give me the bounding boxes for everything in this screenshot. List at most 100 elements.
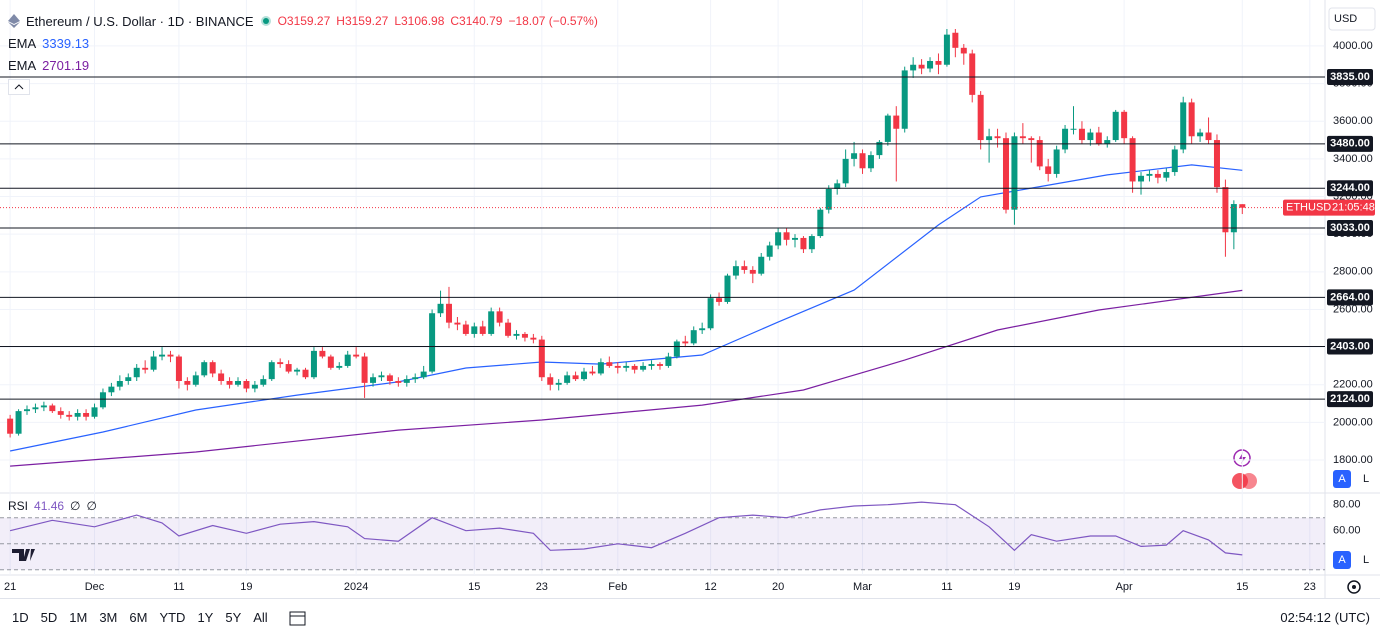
y-tick-label: 2200.00: [1333, 379, 1373, 391]
candle-body: [310, 350, 317, 378]
candle-body: [960, 47, 967, 54]
currency-box[interactable]: [1328, 7, 1376, 31]
candle-body: [1112, 111, 1119, 141]
candle-body: [167, 354, 174, 357]
ema-value: 3339.13: [42, 35, 90, 51]
rsi-pane: 80.00 60.00: [0, 499, 1361, 571]
candle-body: [496, 311, 503, 323]
candle-body: [1121, 111, 1128, 139]
logo: [12, 549, 35, 561]
candle-body: [353, 354, 360, 357]
candle-body: [986, 136, 993, 141]
level-label-bg: [1327, 68, 1373, 85]
ema-name[interactable]: EMA: [8, 35, 37, 51]
candle-body: [150, 356, 157, 370]
x-tick-label: Dec: [85, 581, 105, 593]
candle-body: [1095, 132, 1102, 144]
candle-body: [1230, 204, 1237, 233]
x-tick-label: 19: [240, 581, 252, 593]
candle-body: [1045, 166, 1052, 174]
low: L3106.98: [394, 14, 445, 28]
high: H3159.27: [336, 14, 389, 28]
last-price-countdown: 21:05:48: [1332, 202, 1375, 214]
range-button[interactable]: 1D: [12, 610, 29, 625]
ema-name[interactable]: EMA: [8, 57, 37, 73]
scale-button[interactable]: L: [1363, 554, 1369, 566]
x-tick-label: 19: [1008, 581, 1020, 593]
collapse-button[interactable]: [8, 76, 598, 98]
y-tick-label: 80.00: [1333, 499, 1361, 511]
level-label: 3480.00: [1330, 138, 1370, 150]
candle-body: [749, 269, 756, 274]
scale-button-bg[interactable]: [1333, 470, 1351, 488]
candle-body: [437, 303, 444, 314]
level-label-bg: [1327, 180, 1373, 197]
candle-body: [488, 311, 495, 334]
candle-body: [665, 356, 672, 366]
candle-body: [49, 405, 56, 412]
date-range-icon[interactable]: [288, 609, 308, 627]
candle-body: [209, 362, 216, 374]
candle-body: [361, 356, 368, 383]
scale-button-bg[interactable]: [1357, 470, 1375, 488]
range-button[interactable]: 3M: [99, 610, 118, 625]
range-button[interactable]: 6M: [129, 610, 148, 625]
scale-button[interactable]: A: [1338, 473, 1346, 485]
candle-body: [66, 414, 73, 417]
candle-body: [378, 375, 385, 378]
candle-body: [344, 354, 351, 366]
candle-body: [884, 115, 891, 142]
candle-body: [589, 371, 596, 374]
rsi-name[interactable]: RSI: [8, 499, 29, 513]
currency[interactable]: USD: [1334, 13, 1357, 25]
candle-body: [1019, 136, 1026, 139]
scale-button-bg[interactable]: [1333, 551, 1351, 569]
candle-body: [285, 364, 292, 372]
rsi-legend: RSI 41.46 ∅ ∅: [8, 499, 97, 513]
y-tick-label: 2800.00: [1333, 266, 1373, 278]
range-button[interactable]: 5Y: [225, 610, 242, 625]
settings-icon[interactable]: [1347, 580, 1361, 594]
candle-body: [7, 418, 14, 434]
candle-body: [234, 380, 241, 385]
range-button[interactable]: All: [253, 610, 268, 625]
range-button[interactable]: YTD: [159, 610, 186, 625]
level-label-bg: [1327, 219, 1373, 236]
range-button[interactable]: 1Y: [197, 610, 214, 625]
scale-button-bg[interactable]: [1357, 551, 1375, 569]
candle-body: [277, 362, 284, 365]
x-tick-label: Apr: [1116, 581, 1133, 593]
candle-body: [386, 375, 393, 381]
level-label-bg: [1327, 391, 1373, 408]
close: C3140.79: [450, 14, 503, 28]
scale-button[interactable]: L: [1363, 473, 1369, 485]
range-button[interactable]: 1M: [69, 610, 88, 625]
candle-body: [597, 362, 604, 374]
event-icon[interactable]: [1232, 473, 1257, 489]
candle-body: [319, 350, 326, 357]
symbol-title[interactable]: Ethereum / U.S. Dollar · 1D · BINANCE: [26, 13, 254, 29]
collapse-icon[interactable]: [8, 79, 30, 95]
candle-body: [1028, 138, 1035, 141]
candle-body: [1053, 149, 1060, 174]
candle-body: [775, 232, 782, 246]
candle-body: [538, 339, 545, 378]
candle-body: [513, 333, 520, 336]
last-price-bg: [1283, 199, 1375, 216]
range-button[interactable]: 5D: [40, 610, 58, 625]
candle-body: [910, 64, 917, 71]
candle-body: [454, 322, 461, 325]
scale-button[interactable]: A: [1338, 554, 1346, 566]
candle-body: [732, 266, 739, 276]
candle-body: [893, 115, 900, 129]
candle-body: [521, 333, 528, 338]
candle-body: [817, 209, 824, 237]
ema-row: EMA 2701.19: [8, 54, 598, 76]
candle-body: [294, 369, 301, 372]
candle-body: [268, 362, 275, 380]
level-label: 3244.00: [1330, 182, 1370, 194]
clock[interactable]: 02:54:12 (UTC): [1280, 610, 1370, 625]
x-tick-label: 2024: [344, 581, 368, 593]
x-tick-label: 23: [536, 581, 548, 593]
